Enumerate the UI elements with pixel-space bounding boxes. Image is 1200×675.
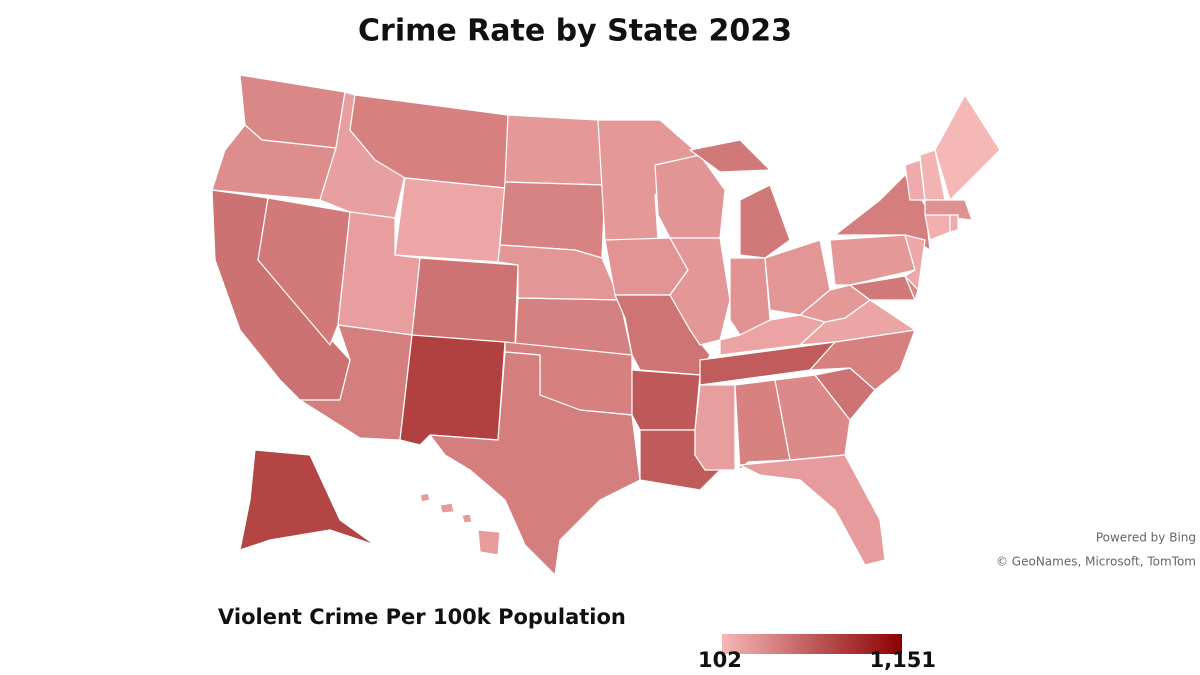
state (849, 275, 916, 301)
state (394, 177, 506, 263)
attribution: Powered by Bing (1096, 531, 1196, 545)
state (399, 334, 506, 446)
state (949, 214, 959, 233)
legend-min: 102 (698, 648, 742, 672)
state (829, 234, 916, 286)
state (504, 114, 606, 186)
state (934, 94, 1001, 201)
legend-max: 1,151 (870, 648, 936, 672)
state (734, 379, 791, 471)
state (411, 257, 519, 346)
state (739, 454, 886, 566)
state (257, 197, 351, 346)
state (239, 449, 376, 551)
attribution: © GeoNames, Microsoft, TomTom (996, 555, 1196, 569)
state (429, 351, 641, 576)
state (631, 369, 701, 431)
state (904, 275, 919, 301)
state (669, 237, 731, 346)
state (419, 492, 501, 556)
map-title: Crime Rate by State 2023 (358, 14, 792, 49)
legend-title: Violent Crime Per 100k Population (218, 605, 626, 629)
state (924, 214, 951, 241)
legend-gradient (722, 634, 902, 654)
state (689, 139, 791, 259)
states (211, 74, 1001, 576)
state (694, 384, 736, 471)
